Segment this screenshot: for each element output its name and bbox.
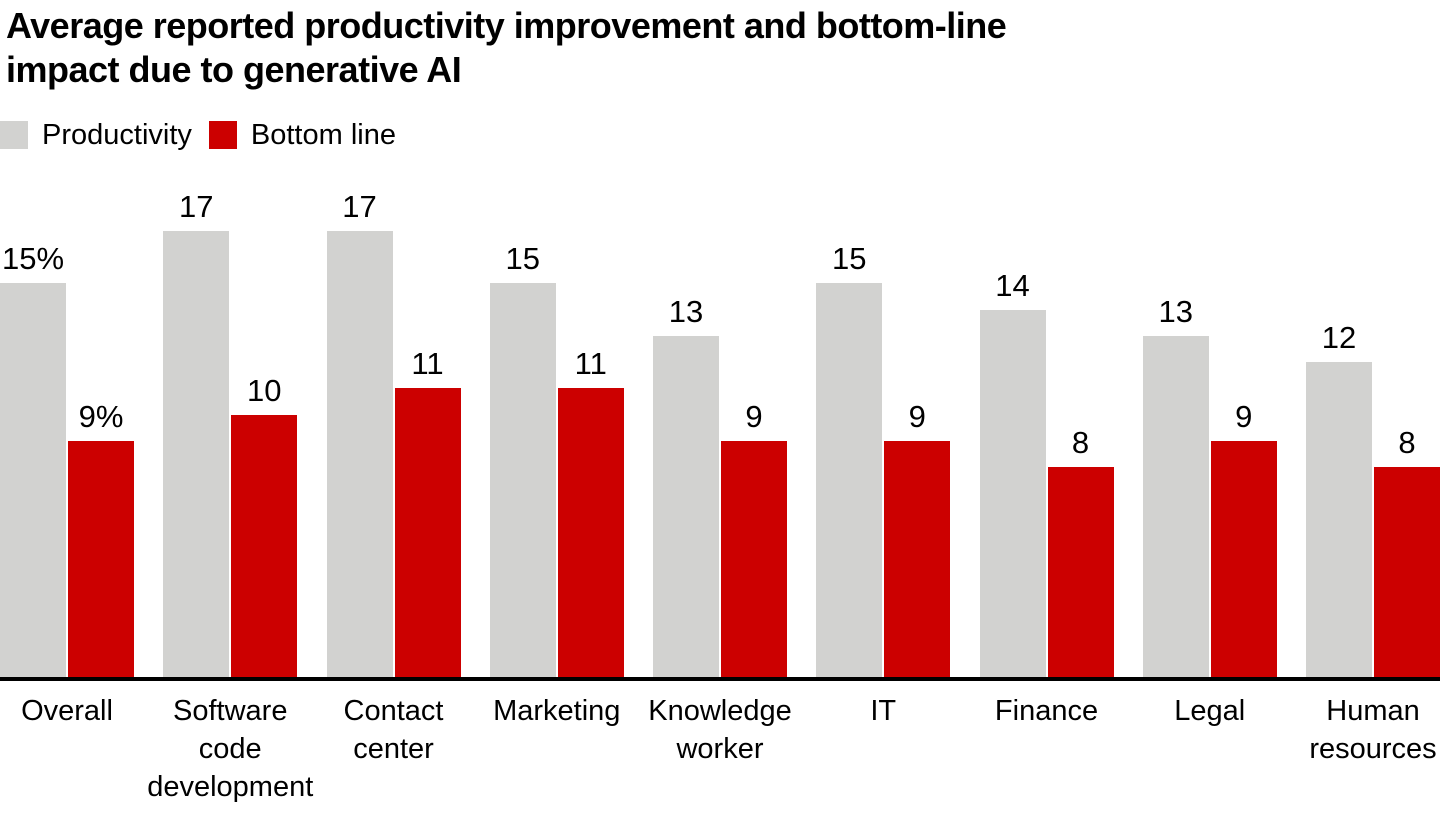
- bar-group: 15% 9% Overall: [0, 241, 134, 727]
- value-label: 17: [179, 188, 214, 224]
- category-label: Contact center: [343, 695, 444, 765]
- value-label: 13: [668, 293, 704, 329]
- value-label: 17: [342, 188, 377, 224]
- value-label: 14: [995, 267, 1030, 303]
- value-label: 11: [411, 346, 444, 382]
- productivity-bar: 17: [163, 189, 230, 677]
- value-label: 15%: [1, 241, 65, 277]
- category-label: Knowledge worker: [648, 695, 792, 765]
- chart-container: Average reported productivity improvemen…: [0, 4, 1440, 814]
- bottom-line-bar: 11: [394, 346, 461, 677]
- bar-group: 15 9 IT: [816, 241, 951, 727]
- bar-group: 17 10 Software code development: [147, 189, 313, 803]
- chart-title-line-2: impact due to generative AI: [6, 49, 462, 90]
- value-label: 15: [832, 241, 867, 277]
- productivity-bar: 15%: [0, 241, 66, 677]
- value-label: 9: [1235, 398, 1253, 434]
- bar-group: 13 9 Legal: [1142, 294, 1277, 727]
- bottom-line-bar: 9: [721, 399, 787, 677]
- category-label: Marketing: [493, 695, 621, 727]
- value-label: 9: [908, 398, 926, 434]
- legend-label-bottom-line: Bottom line: [250, 119, 396, 151]
- bottom-line-bar: 11: [557, 346, 624, 677]
- legend-swatch-bottom-line: [208, 121, 237, 149]
- bar-group: 15 11 Marketing: [489, 241, 624, 727]
- legend-swatch-productivity: [0, 121, 28, 149]
- value-label: 8: [1398, 425, 1416, 460]
- productivity-bar: 12: [1306, 320, 1372, 677]
- bar-group: 17 11 Contact center: [326, 189, 461, 765]
- chart-title: Average reported productivity improvemen…: [6, 4, 1430, 92]
- plot-area: 15% 9% Overall 17 10 Software code developmen…: [0, 176, 1440, 803]
- productivity-bar: 14: [979, 268, 1046, 677]
- productivity-bar: 15: [489, 241, 556, 677]
- productivity-bar: 15: [816, 241, 883, 677]
- bottom-line-bar: 8: [1374, 425, 1440, 677]
- bar-group: 12 8 Human resources: [1306, 320, 1440, 765]
- value-label: 13: [1158, 293, 1193, 329]
- category-label: Finance: [994, 695, 1099, 727]
- legend-label-productivity: Productivity: [42, 119, 192, 151]
- bar-group: 13 9 Knowledge worker: [648, 294, 792, 765]
- value-label: 10: [247, 372, 282, 408]
- value-label: 8: [1071, 425, 1090, 460]
- bottom-line-bar: 9: [884, 399, 951, 677]
- value-label: 12: [1321, 320, 1357, 355]
- value-label: 9: [745, 398, 763, 434]
- bottom-line-bar: 10: [231, 373, 298, 677]
- value-label: 11: [574, 346, 607, 382]
- bottom-line-bar: 9: [1210, 399, 1277, 677]
- value-label: 15: [505, 241, 540, 277]
- category-label: Human resources: [1309, 695, 1437, 765]
- bottom-line-bar: 9%: [68, 399, 134, 677]
- legend: Productivity Bottom line: [0, 118, 1440, 152]
- chart-title-line-1: Average reported productivity improvemen…: [6, 5, 1007, 46]
- value-label: 9%: [78, 398, 124, 434]
- category-label: Legal: [1174, 695, 1246, 727]
- category-label: Overall: [21, 695, 113, 727]
- category-label: IT: [870, 695, 897, 727]
- productivity-bar: 17: [326, 189, 393, 677]
- productivity-bar: 13: [1142, 294, 1209, 677]
- bottom-line-bar: 8: [1047, 425, 1114, 677]
- bar-group: 14 8 Finance: [979, 268, 1114, 727]
- productivity-bar: 13: [653, 294, 719, 677]
- category-label: Software code development: [147, 695, 314, 803]
